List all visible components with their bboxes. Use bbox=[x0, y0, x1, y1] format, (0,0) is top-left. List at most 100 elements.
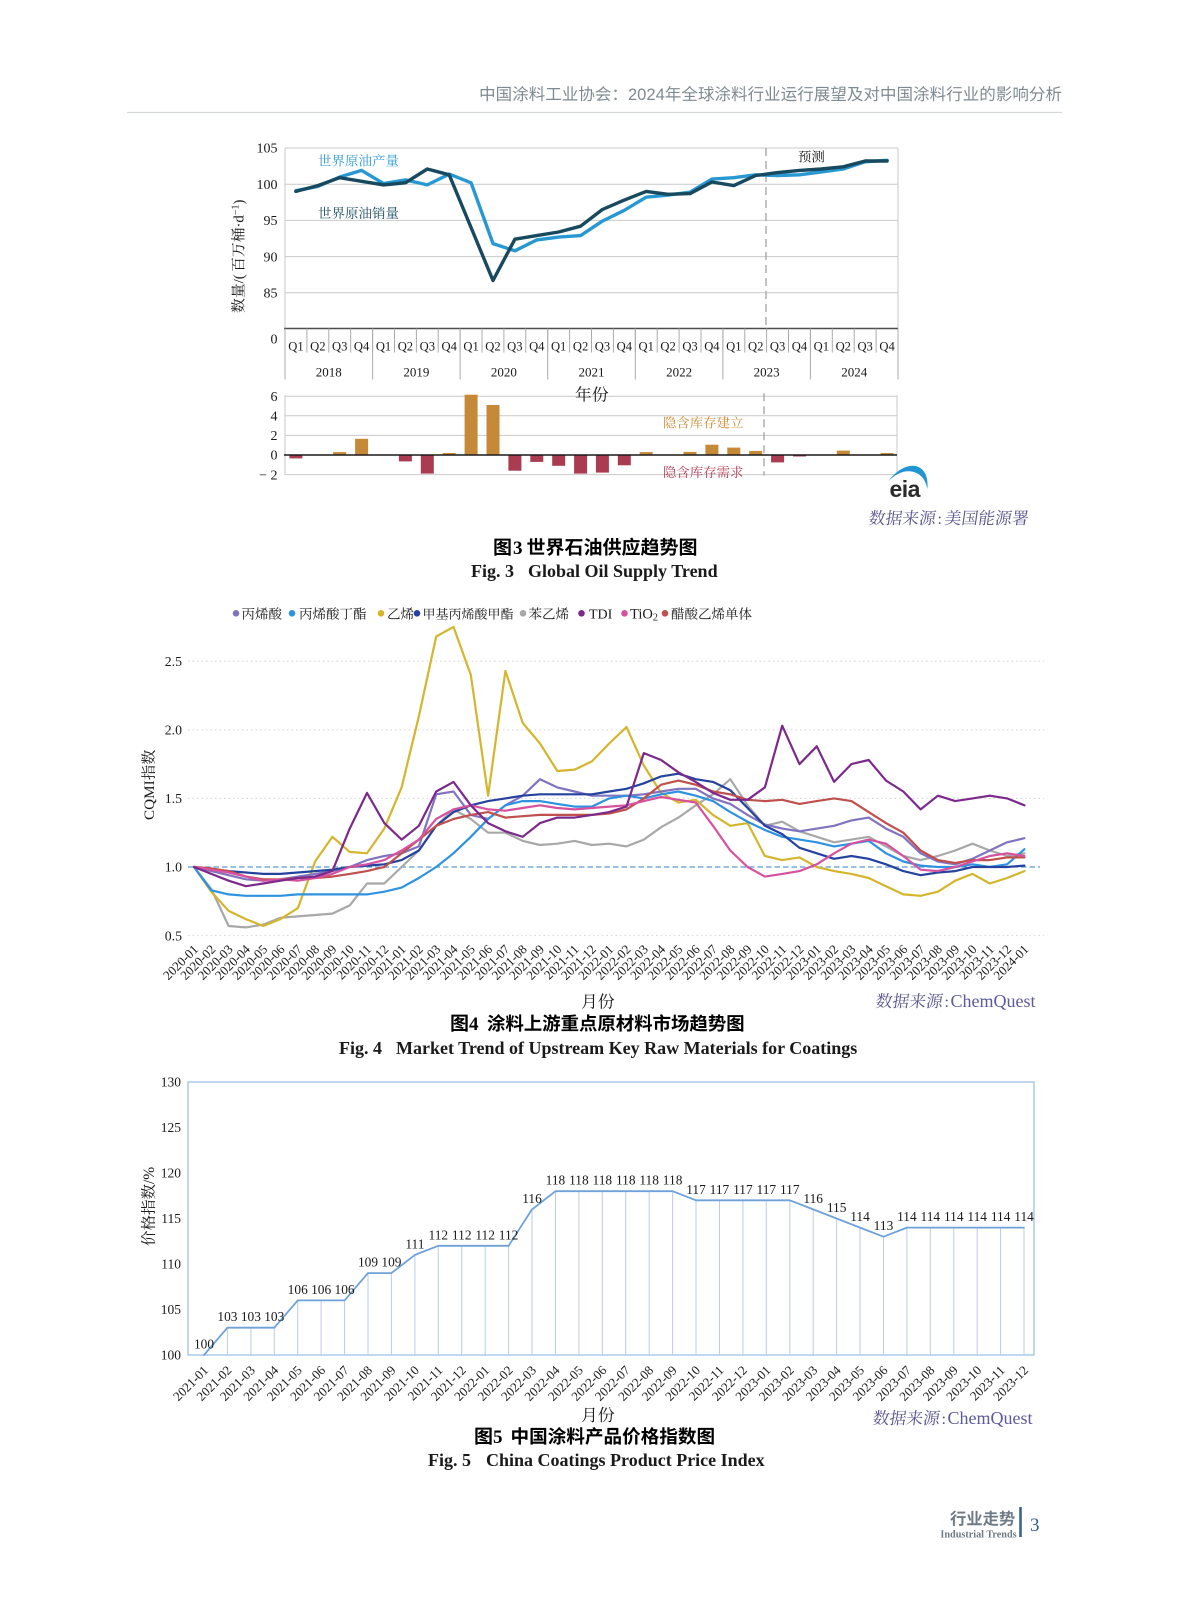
svg-text:114: 114 bbox=[944, 1209, 964, 1224]
svg-text:116: 116 bbox=[522, 1191, 542, 1206]
svg-text:130: 130 bbox=[161, 1075, 182, 1090]
svg-text:2020: 2020 bbox=[491, 365, 517, 380]
svg-text:103: 103 bbox=[241, 1309, 261, 1324]
svg-text:118: 118 bbox=[546, 1173, 566, 1188]
svg-text:105: 105 bbox=[257, 142, 278, 157]
svg-text:95: 95 bbox=[264, 214, 278, 229]
svg-text:85: 85 bbox=[264, 287, 278, 302]
svg-text:Q1: Q1 bbox=[376, 340, 391, 354]
svg-text:− 2: − 2 bbox=[259, 468, 277, 483]
svg-text:100: 100 bbox=[194, 1337, 214, 1352]
svg-text:114: 114 bbox=[921, 1209, 941, 1224]
svg-text:2019: 2019 bbox=[403, 365, 429, 380]
svg-text:Q4: Q4 bbox=[792, 340, 808, 354]
svg-text:Market Trend of Upstream Key R: Market Trend of Upstream Key Raw Materia… bbox=[396, 1038, 857, 1058]
svg-text:116: 116 bbox=[803, 1191, 823, 1206]
svg-text:2021: 2021 bbox=[579, 365, 605, 380]
svg-text:117: 117 bbox=[780, 1182, 800, 1197]
svg-text:4: 4 bbox=[271, 410, 278, 425]
svg-text:Q3: Q3 bbox=[507, 340, 522, 354]
svg-text:Q2: Q2 bbox=[573, 340, 588, 354]
svg-text:1.5: 1.5 bbox=[165, 791, 182, 806]
svg-text:Q2: Q2 bbox=[748, 340, 763, 354]
svg-text:110: 110 bbox=[161, 1257, 181, 1272]
svg-text:Q1: Q1 bbox=[463, 340, 478, 354]
svg-text:Q1: Q1 bbox=[726, 340, 741, 354]
svg-text:Global Oil Supply Trend: Global Oil Supply Trend bbox=[528, 561, 718, 581]
svg-text:/%: /% bbox=[141, 1167, 158, 1184]
svg-text:Industrial Trends: Industrial Trends bbox=[940, 1530, 1016, 1541]
svg-text:Q3: Q3 bbox=[857, 340, 872, 354]
svg-text:Q2: Q2 bbox=[310, 340, 325, 354]
svg-text:113: 113 bbox=[874, 1218, 894, 1233]
svg-text:103: 103 bbox=[217, 1309, 237, 1324]
svg-text:/(: /( bbox=[232, 274, 248, 283]
svg-text:114: 114 bbox=[967, 1209, 987, 1224]
svg-text:Q2: Q2 bbox=[836, 340, 851, 354]
svg-text:118: 118 bbox=[616, 1173, 636, 1188]
svg-text:111: 111 bbox=[405, 1236, 424, 1251]
svg-text:115: 115 bbox=[161, 1211, 181, 1226]
svg-text:112: 112 bbox=[499, 1227, 519, 1242]
svg-text:Q3: Q3 bbox=[420, 340, 435, 354]
svg-text:ChemQuest: ChemQuest bbox=[948, 1408, 1033, 1428]
svg-text:China Coatings Product Price I: China Coatings Product Price Index bbox=[486, 1450, 765, 1470]
svg-text:114: 114 bbox=[897, 1209, 917, 1224]
svg-text:100: 100 bbox=[257, 178, 278, 193]
svg-text:Q3: Q3 bbox=[332, 340, 347, 354]
svg-text:114: 114 bbox=[1014, 1209, 1034, 1224]
svg-text:5: 5 bbox=[493, 1427, 503, 1448]
svg-text:Q4: Q4 bbox=[441, 340, 457, 354]
svg-text:1.0: 1.0 bbox=[165, 860, 182, 875]
svg-text:0: 0 bbox=[271, 333, 278, 348]
svg-text:Q4: Q4 bbox=[354, 340, 370, 354]
svg-text:118: 118 bbox=[639, 1173, 659, 1188]
svg-text:90: 90 bbox=[264, 250, 278, 265]
svg-text:114: 114 bbox=[991, 1209, 1011, 1224]
svg-text:109: 109 bbox=[358, 1255, 378, 1270]
svg-text:106: 106 bbox=[311, 1282, 331, 1297]
svg-text:Q3: Q3 bbox=[595, 340, 610, 354]
svg-text:2022: 2022 bbox=[666, 365, 692, 380]
svg-text:117: 117 bbox=[710, 1182, 730, 1197]
svg-text:Q2: Q2 bbox=[660, 340, 675, 354]
svg-text:112: 112 bbox=[452, 1227, 472, 1242]
svg-text:Fig. 3: Fig. 3 bbox=[471, 561, 514, 581]
svg-text:117: 117 bbox=[686, 1182, 706, 1197]
svg-text:Fig. 5: Fig. 5 bbox=[428, 1450, 471, 1470]
svg-text:3: 3 bbox=[1030, 1515, 1040, 1536]
svg-text:Q4: Q4 bbox=[704, 340, 720, 354]
svg-text:117: 117 bbox=[757, 1182, 777, 1197]
svg-text:0.5: 0.5 bbox=[165, 928, 182, 943]
svg-text:ChemQuest: ChemQuest bbox=[951, 991, 1036, 1011]
svg-text:Q1: Q1 bbox=[288, 340, 303, 354]
svg-text:2: 2 bbox=[271, 429, 278, 444]
svg-text:CQMI: CQMI bbox=[141, 780, 158, 820]
svg-text:0: 0 bbox=[271, 449, 278, 464]
svg-text:3: 3 bbox=[513, 538, 523, 559]
svg-text:4: 4 bbox=[469, 1014, 479, 1035]
svg-text:120: 120 bbox=[161, 1166, 182, 1181]
svg-text:Q4: Q4 bbox=[529, 340, 545, 354]
svg-text:118: 118 bbox=[663, 1173, 683, 1188]
svg-text:112: 112 bbox=[475, 1227, 495, 1242]
svg-text:117: 117 bbox=[733, 1182, 753, 1197]
svg-text:Q1: Q1 bbox=[814, 340, 829, 354]
svg-text:2023: 2023 bbox=[754, 365, 780, 380]
svg-text:106: 106 bbox=[288, 1282, 308, 1297]
svg-text:Q4: Q4 bbox=[879, 340, 895, 354]
svg-text::: : bbox=[938, 511, 942, 528]
svg-text:2.0: 2.0 bbox=[165, 723, 182, 738]
svg-text::: : bbox=[945, 994, 949, 1011]
svg-text:114: 114 bbox=[850, 1209, 870, 1224]
svg-text:2024: 2024 bbox=[628, 85, 665, 104]
svg-text:115: 115 bbox=[827, 1200, 847, 1215]
svg-text:103: 103 bbox=[264, 1309, 284, 1324]
svg-text:112: 112 bbox=[429, 1227, 449, 1242]
svg-text:eia: eia bbox=[890, 476, 921, 502]
svg-text:105: 105 bbox=[161, 1302, 182, 1317]
svg-text:125: 125 bbox=[161, 1120, 182, 1135]
svg-text:2024: 2024 bbox=[841, 365, 868, 380]
svg-text:TDI: TDI bbox=[589, 608, 613, 623]
svg-text:TiO2: TiO2 bbox=[630, 607, 658, 624]
